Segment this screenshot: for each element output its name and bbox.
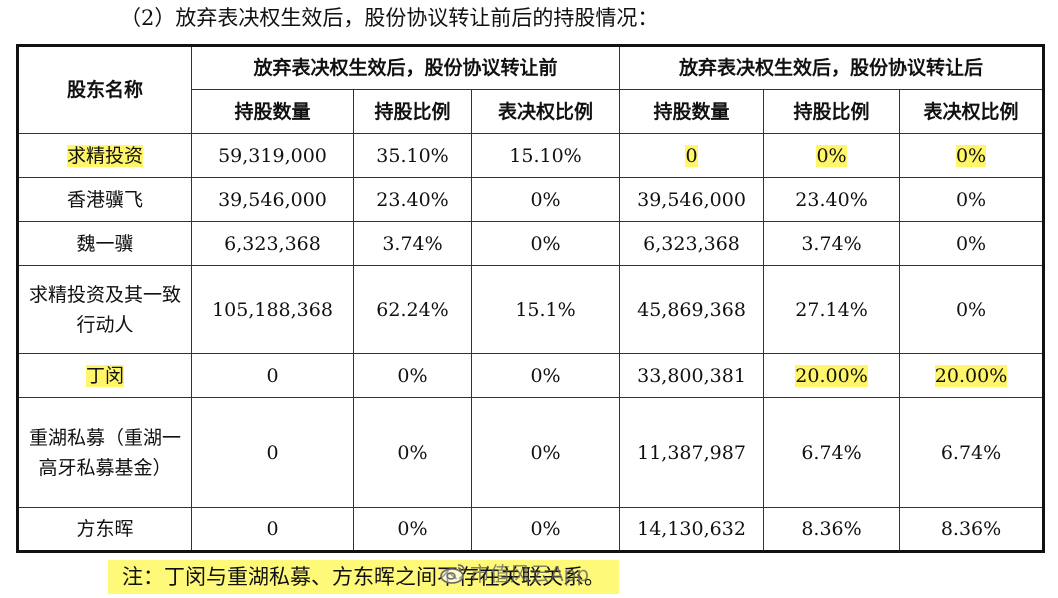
cell: 6.74% xyxy=(899,397,1045,508)
header-group-before: 放弃表决权生效后，股份协议转让前 xyxy=(190,45,621,90)
cell: 3.74% xyxy=(353,221,472,266)
subheader-voting-after: 表决权比例 xyxy=(899,89,1045,134)
cell: 27.14% xyxy=(763,265,901,354)
cell: 15.1% xyxy=(470,265,621,354)
watermark-text: 市值风云App xyxy=(470,562,590,586)
cell: 33,800,381 xyxy=(619,353,765,398)
subheader-shares-before: 持股数量 xyxy=(191,89,354,134)
cell: 0 xyxy=(191,397,354,508)
row-name: 求精投资 xyxy=(66,144,143,167)
footnote: 注：丁闵与重湖私募、方东晖之间不存在关联关系。 xyxy=(108,560,619,594)
cell: 20.00% xyxy=(795,364,868,387)
cell: 105,188,368 xyxy=(191,265,354,354)
cell: 6,323,368 xyxy=(619,221,765,266)
table-row: 重湖私募（重湖一高牙私募基金） 0 0% 0% 11,387,987 6.74%… xyxy=(17,397,1045,508)
cell: 0% xyxy=(470,177,621,222)
cell: 0% xyxy=(353,397,472,508)
cell: 14,130,632 xyxy=(619,507,765,552)
row-name: 香港骥飞 xyxy=(17,177,192,222)
cell: 35.10% xyxy=(353,133,472,178)
cell: 0% xyxy=(899,265,1045,354)
table-row: 丁闵 0 0% 0% 33,800,381 20.00% 20.00% xyxy=(17,353,1045,398)
cell: 8.36% xyxy=(899,507,1045,552)
cell: 15.10% xyxy=(470,133,621,178)
cell: 3.74% xyxy=(763,221,901,266)
cell: 0% xyxy=(353,353,472,398)
table-row: 求精投资 59,319,000 35.10% 15.10% 0 0% 0% xyxy=(17,133,1045,178)
shareholding-table: 股东名称 放弃表决权生效后，股份协议转让前 放弃表决权生效后，股份协议转让后 持… xyxy=(16,44,1046,553)
table-row: 方东晖 0 0% 0% 14,130,632 8.36% 8.36% xyxy=(17,507,1045,552)
subheader-ratio-before: 持股比例 xyxy=(353,89,472,134)
cell: 45,869,368 xyxy=(619,265,765,354)
cell: 0 xyxy=(191,507,354,552)
header-shareholder-name: 股东名称 xyxy=(17,45,192,134)
cell: 20.00% xyxy=(934,364,1008,387)
weibo-watermark: 市值风云App xyxy=(440,558,589,587)
cell: 0% xyxy=(470,397,621,508)
cell: 0% xyxy=(955,144,987,167)
cell: 23.40% xyxy=(353,177,472,222)
table-row: 魏一骥 6,323,368 3.74% 0% 6,323,368 3.74% 0… xyxy=(17,221,1045,266)
weibo-icon xyxy=(440,563,465,584)
row-name: 魏一骥 xyxy=(17,221,192,266)
cell: 39,546,000 xyxy=(191,177,354,222)
subheader-voting-before: 表决权比例 xyxy=(470,89,621,134)
cell: 0% xyxy=(470,353,621,398)
cell: 62.24% xyxy=(353,265,472,354)
cell: 0% xyxy=(899,221,1045,266)
cell: 6.74% xyxy=(763,397,901,508)
header-group-after: 放弃表决权生效后，股份协议转让后 xyxy=(619,45,1045,90)
cell: 23.40% xyxy=(763,177,901,222)
cell: 0% xyxy=(899,177,1045,222)
cell: 11,387,987 xyxy=(619,397,765,508)
row-name: 重湖私募（重湖一高牙私募基金） xyxy=(17,397,192,508)
row-name: 求精投资及其一致行动人 xyxy=(17,265,192,354)
cell: 0% xyxy=(353,507,472,552)
table-row: 求精投资及其一致行动人 105,188,368 62.24% 15.1% 45,… xyxy=(17,265,1045,354)
cell: 0% xyxy=(470,507,621,552)
cell: 6,323,368 xyxy=(191,221,354,266)
cell: 0% xyxy=(816,144,847,167)
table-row: 香港骥飞 39,546,000 23.40% 0% 39,546,000 23.… xyxy=(17,177,1045,222)
cell: 8.36% xyxy=(763,507,901,552)
cell: 0 xyxy=(685,144,698,167)
subheader-shares-after: 持股数量 xyxy=(619,89,765,134)
row-name: 方东晖 xyxy=(17,507,192,552)
cell: 0% xyxy=(470,221,621,266)
cell: 0 xyxy=(191,353,354,398)
subheader-ratio-after: 持股比例 xyxy=(763,89,901,134)
cell: 39,546,000 xyxy=(619,177,765,222)
row-name: 丁闵 xyxy=(85,364,124,387)
section-heading: （2）放弃表决权生效后，股份协议转让前后的持股情况： xyxy=(120,6,659,30)
cell: 59,319,000 xyxy=(191,133,354,178)
